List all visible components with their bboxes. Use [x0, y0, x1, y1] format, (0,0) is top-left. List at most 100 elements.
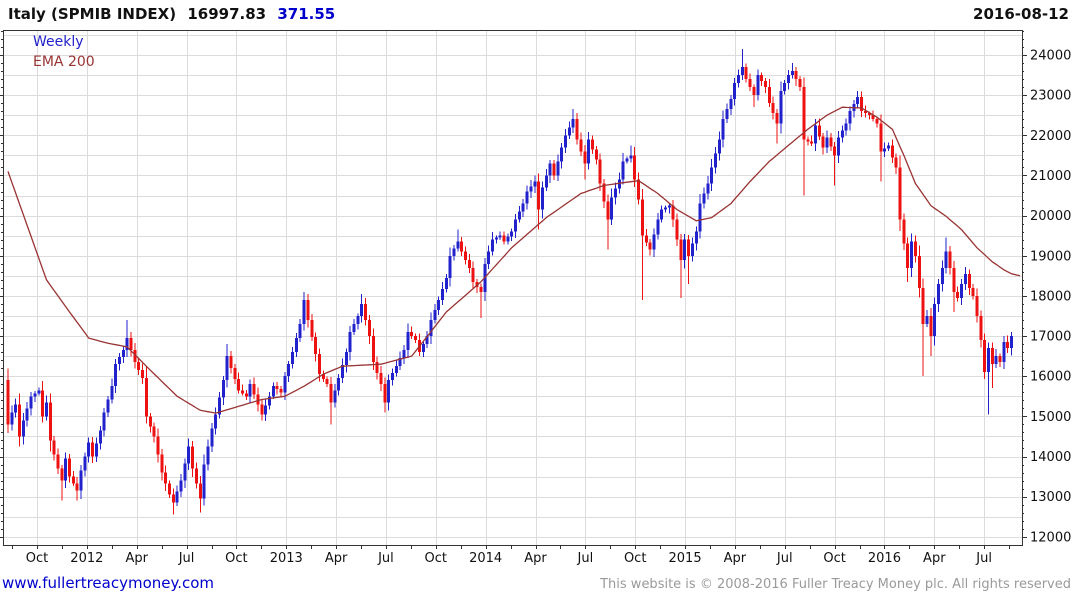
candle-down [956, 291, 960, 298]
candle-down [810, 141, 814, 144]
x-axis-tick-label: Oct [26, 551, 48, 566]
x-axis-tick-label: 2012 [70, 551, 103, 566]
candle-up [298, 324, 302, 339]
candle-down [479, 286, 483, 292]
candle-up [756, 75, 760, 96]
candle-down [875, 119, 879, 124]
candle-up [248, 384, 252, 397]
candle-up [706, 183, 710, 194]
candle-down [871, 115, 875, 120]
candle-down [252, 384, 256, 395]
candle-up [725, 109, 729, 120]
candle-up [121, 350, 125, 358]
candle-up [1010, 336, 1014, 349]
candle-down [594, 149, 598, 160]
candle-down [913, 241, 917, 256]
candle-down [806, 139, 810, 142]
candle-up [179, 480, 183, 492]
x-axis-tick-label: Apr [524, 551, 547, 566]
candle-up [840, 130, 844, 138]
ema-200-path [7, 106, 1021, 414]
candles-layer [6, 48, 1014, 515]
candle-down [952, 267, 956, 292]
candle-up [110, 386, 114, 400]
candle-up [517, 211, 521, 220]
candle-up [663, 207, 667, 210]
candle-down [590, 139, 594, 150]
candle-up [733, 83, 737, 100]
candle-down [75, 483, 79, 491]
candle-down [71, 476, 75, 484]
candle-up [452, 248, 456, 256]
candle-up [940, 267, 944, 284]
x-axis-tick-label: Oct [225, 551, 247, 566]
candle-up [214, 414, 218, 429]
candle-up [656, 219, 660, 235]
x-axis-tick-label: 2015 [669, 551, 702, 566]
candle-down [310, 319, 314, 338]
candle-up [487, 251, 491, 264]
candle-up [525, 191, 529, 204]
candle-up [994, 356, 998, 365]
candle-down [460, 241, 464, 252]
x-axis-tick-label: Oct [823, 551, 845, 566]
quote-date: 2016-08-12 [973, 5, 1069, 23]
candle-down [975, 295, 979, 316]
candle-down [833, 146, 837, 156]
candle-down [383, 384, 387, 403]
candle-up [21, 420, 25, 437]
candle-down [160, 454, 164, 473]
candle-down [68, 458, 72, 477]
candle-down [637, 179, 641, 200]
candle-up [429, 319, 433, 337]
candle-up [210, 428, 214, 447]
candle-up [394, 366, 398, 374]
candle-up [118, 357, 122, 365]
candle-down [675, 219, 679, 240]
candle-down [760, 75, 764, 82]
candle-down [167, 483, 171, 495]
candle-down [137, 362, 141, 371]
candle-down [48, 402, 52, 441]
candle-down [275, 386, 279, 390]
candle-up [102, 412, 106, 431]
candle-down [687, 239, 691, 256]
candle-down [921, 287, 925, 325]
candle-up [494, 237, 498, 240]
x-axis-tick-label: Jul [577, 551, 594, 566]
candle-down [748, 79, 752, 88]
candle-down [164, 472, 168, 484]
candle-down [375, 362, 379, 374]
candle-up [37, 390, 41, 394]
x-axis-tick-label: Oct [624, 551, 646, 566]
website-link[interactable]: www.fullertreacymoney.com [2, 574, 215, 592]
candle-up [294, 338, 298, 353]
candle-down [794, 71, 798, 80]
candle-down [867, 113, 871, 116]
candle-down [279, 389, 283, 393]
candle-up [264, 405, 268, 415]
candle-up [433, 309, 437, 320]
candle-down [379, 373, 383, 385]
candle-up [341, 365, 345, 379]
candle-up [567, 127, 571, 136]
y-axis-tick-label: 19000 [1030, 249, 1071, 264]
candle-down [971, 287, 975, 296]
ema-line [7, 106, 1021, 414]
candle-down [990, 348, 994, 365]
candle-up [437, 299, 441, 310]
candle-up [25, 408, 29, 421]
candle-up [698, 203, 702, 232]
candle-up [348, 332, 352, 353]
candle-down [802, 87, 806, 140]
candle-up [360, 303, 364, 316]
candle-up [702, 193, 706, 204]
candle-up [44, 402, 48, 417]
y-axis-tick-label: 23000 [1030, 89, 1071, 104]
candle-up [402, 350, 406, 359]
candle-up [387, 380, 391, 403]
candle-up [625, 158, 629, 162]
candle-down [1006, 342, 1010, 349]
candle-down [91, 442, 95, 457]
candle-down [306, 299, 310, 320]
